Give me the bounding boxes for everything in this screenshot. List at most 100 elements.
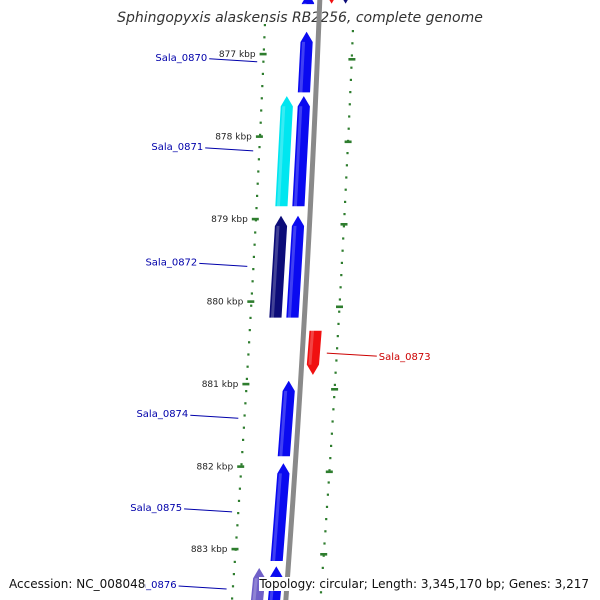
tick-label: 882 kbp [197, 463, 234, 473]
inner-dot [245, 390, 248, 393]
outer-dot [349, 78, 352, 81]
inner-dot [242, 426, 245, 429]
tick-label: 879 kbp [211, 215, 248, 225]
inner-dot [258, 146, 261, 149]
accession-text: Accession: NC_008048 [9, 577, 146, 591]
gene-label-sala_0872[interactable]: Sala_0872 [145, 257, 197, 268]
tick-mark [344, 140, 352, 144]
inner-dot [237, 512, 240, 515]
outer-dot [325, 505, 329, 508]
inner-dot [247, 353, 250, 356]
tick-mark [336, 305, 343, 309]
outer-dot [319, 591, 323, 594]
outer-dot [342, 237, 345, 240]
inner-dot [249, 316, 252, 319]
outer-dot [341, 249, 344, 252]
gene-sala_0872b[interactable] [285, 214, 305, 319]
gene-sala_0874[interactable] [276, 379, 296, 458]
gene-shine [252, 578, 258, 600]
gene-label-sala_0875[interactable]: Sala_0875 [130, 503, 182, 514]
outer-dot [338, 310, 341, 313]
outer-dot [336, 335, 339, 338]
inner-dot [257, 158, 260, 161]
gene-sala_0875[interactable] [269, 461, 291, 562]
inner-dot [255, 207, 258, 210]
gene-sala_0869[interactable] [300, 0, 316, 5]
genome-backbone [283, 0, 323, 600]
gene-label-sala_0873[interactable]: Sala_0873 [379, 352, 431, 363]
gene-sala_0872[interactable] [268, 214, 288, 319]
map-title: Sphingopyxis alaskensis RB2256, complete… [117, 10, 483, 26]
topology-text: Topology: circular; Length: 3,345,170 bp… [259, 577, 589, 591]
gene-shine [293, 106, 303, 207]
inner-dot [250, 304, 253, 307]
inner-dot [248, 329, 251, 332]
gene-shine [279, 390, 288, 457]
inner-dot [254, 231, 257, 234]
gene-label-sala_0870[interactable]: Sala_0870 [155, 53, 207, 64]
outer-dot [321, 566, 324, 569]
outer-dot [325, 518, 328, 521]
inner-dot [251, 280, 254, 283]
inner-dot [246, 365, 249, 368]
gene-sala_0868b[interactable] [339, 0, 353, 6]
tick-label: 880 kbp [207, 298, 244, 308]
outer-dot [330, 432, 333, 435]
outer-dot [322, 554, 325, 557]
outer-dot [328, 469, 331, 472]
outer-dot [350, 66, 353, 69]
label-leader [178, 585, 227, 590]
tick-mark [331, 388, 339, 391]
label-leader [184, 508, 233, 513]
outer-dot [348, 103, 351, 106]
gene-sala_0870[interactable] [296, 30, 314, 94]
kbp-ticks: 877 kbp 878 kbp 879 kbp 880 kbp 881 kbp 882 k… [191, 50, 356, 556]
outer-dot [342, 225, 345, 228]
inner-dot [237, 499, 241, 502]
outer-dot [340, 261, 343, 264]
gene-sala_0871[interactable] [291, 94, 311, 208]
outer-dot [332, 408, 335, 411]
tick-mark [348, 58, 356, 61]
outer-dot [327, 481, 330, 484]
inner-dot [244, 402, 247, 405]
label-leader [199, 262, 248, 267]
inner-dot [252, 268, 255, 271]
inner-dot [263, 24, 266, 27]
outer-dot [350, 54, 353, 57]
outer-dot [333, 383, 336, 386]
gene-label-sala_0874[interactable]: Sala_0874 [136, 409, 188, 420]
inner-dot [233, 560, 236, 563]
outer-dot [326, 493, 329, 496]
gene-labels: Sala_0870 Sala_0871 Sala_0872 Sala_0873 Sala… [125, 53, 431, 591]
gene-sala_0871[interactable] [274, 94, 294, 208]
gene-sala_0873[interactable] [305, 329, 323, 377]
label-leader [205, 147, 254, 152]
gene-shine [272, 473, 282, 562]
gene-shine [299, 41, 306, 93]
outer-dot [330, 444, 333, 447]
tick-label: 881 kbp [202, 380, 239, 390]
gene-sala_0868[interactable] [325, 0, 339, 6]
tick-label: 878 kbp [215, 133, 252, 143]
outer-dot [334, 371, 337, 374]
inner-dot [245, 377, 248, 380]
outer-dot [351, 42, 354, 45]
gene-shine [270, 225, 280, 318]
inner-dot [260, 97, 263, 100]
gene-sala_0876[interactable] [250, 566, 267, 600]
label-leader [326, 352, 377, 357]
outer-dot [335, 359, 338, 362]
outer-dot [333, 396, 336, 399]
inner-dot [253, 243, 256, 246]
gene-label-sala_0876[interactable]: Sala_0876 [125, 580, 177, 591]
outer-dot [336, 347, 339, 350]
gene-features [250, 0, 353, 600]
outer-dot [339, 286, 342, 289]
gene-label-sala_0871[interactable]: Sala_0871 [151, 142, 203, 153]
inner-dot [252, 255, 255, 258]
outer-dot [345, 176, 348, 179]
inner-dot [263, 36, 266, 39]
tick-mark [237, 465, 245, 468]
